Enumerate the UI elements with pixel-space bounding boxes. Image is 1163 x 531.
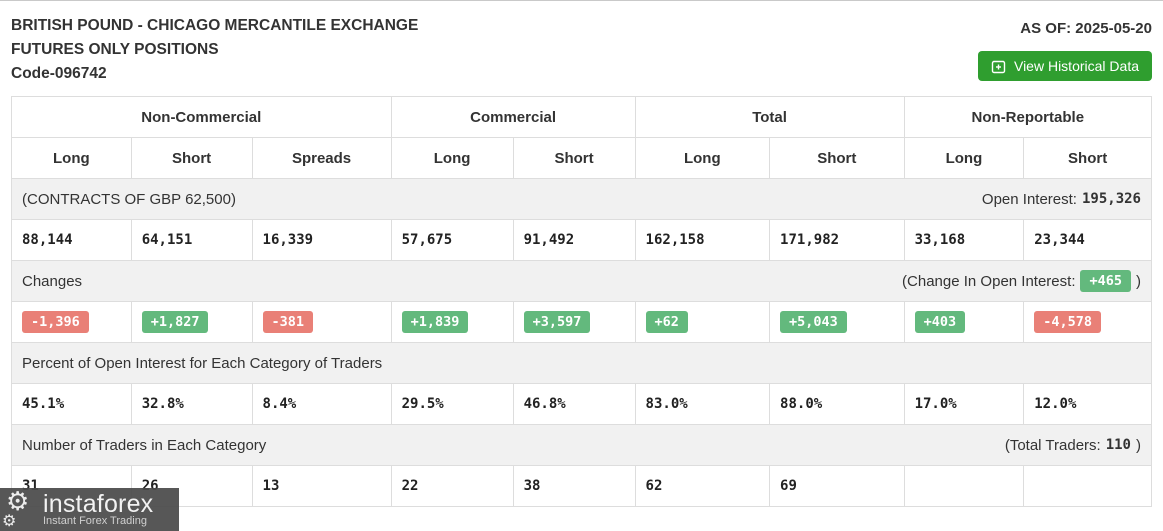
total-traders-suffix: )	[1136, 436, 1141, 454]
traders-label-row: Number of Traders in Each Category (Tota…	[11, 424, 1152, 466]
traders-t-short: 69	[769, 465, 905, 507]
position-t-long: 162,158	[634, 219, 771, 261]
report-title-block: BRITISH POUND - CHICAGO MERCANTILE EXCHA…	[11, 14, 418, 86]
traders-c-long: 22	[390, 465, 514, 507]
percent-nc-spreads: 8.4%	[251, 383, 392, 425]
position-t-short: 171,982	[769, 219, 905, 261]
traders-label: Number of Traders in Each Category	[22, 436, 267, 454]
group-header-non-commercial: Non-Commercial	[11, 96, 392, 138]
header-right: AS OF: 2025-05-20 View Historical Data	[977, 14, 1152, 81]
percent-t-short: 88.0%	[769, 383, 905, 425]
view-historical-data-label: View Historical Data	[1013, 58, 1139, 74]
page-header: BRITISH POUND - CHICAGO MERCANTILE EXCHA…	[0, 1, 1163, 96]
open-interest-label: Open Interest:	[981, 190, 1077, 208]
contracts-label: (CONTRACTS OF GBP 62,500)	[22, 190, 236, 208]
instaforex-watermark: ⚙ ⚙ instaforex Instant Forex Trading	[0, 488, 179, 531]
percent-label: Percent of Open Interest for Each Catego…	[22, 354, 383, 372]
change-nr-long: +403	[914, 311, 966, 333]
change-t-short: +5,043	[780, 311, 847, 333]
watermark-tagline: Instant Forex Trading	[43, 514, 147, 527]
change-oi-badge: +465	[1080, 270, 1131, 292]
open-interest-value: 195,326	[1081, 191, 1141, 207]
change-nc-short: +1,827	[141, 311, 209, 333]
group-header-row: Non-Commercial Commercial Total Non-Repo…	[11, 96, 1153, 138]
change-c-short: +3,597	[523, 311, 591, 333]
col-header-t-long: Long	[634, 137, 771, 179]
col-header-nr-short: Short	[1023, 137, 1152, 179]
report-code: Code-096742	[11, 65, 107, 82]
col-header-nc-short: Short	[130, 137, 253, 179]
total-traders-value: 110	[1105, 437, 1131, 453]
position-nr-short: 23,344	[1023, 219, 1152, 261]
percent-nc-short: 32.8%	[130, 383, 253, 425]
percent-nc-long: 45.1%	[11, 383, 132, 425]
changes-label: Changes	[22, 272, 83, 290]
percent-c-long: 29.5%	[390, 383, 514, 425]
traders-c-short: 38	[512, 465, 636, 507]
col-header-nc-long: Long	[11, 137, 132, 179]
position-nc-spreads: 16,339	[251, 219, 392, 261]
total-traders-label: (Total Traders:	[1004, 436, 1101, 454]
group-header-non-reportable: Non-Reportable	[903, 96, 1153, 138]
position-c-long: 57,675	[390, 219, 514, 261]
change-oi-label: (Change In Open Interest:	[902, 272, 1076, 290]
report-title-line2: FUTURES ONLY POSITIONS	[11, 41, 219, 58]
position-nc-short: 64,151	[130, 219, 253, 261]
instaforex-gear-logo-icon: ⚙ ⚙	[2, 485, 30, 530]
col-header-nc-spreads: Spreads	[251, 137, 392, 179]
group-header-commercial: Commercial	[390, 96, 636, 138]
col-header-t-short: Short	[769, 137, 905, 179]
positions-row: 88,144 64,151 16,339 57,675 91,492 162,1…	[11, 219, 1152, 261]
view-historical-data-button[interactable]: View Historical Data	[977, 51, 1152, 81]
traders-nr-short	[1023, 465, 1152, 507]
group-header-total: Total	[634, 96, 905, 138]
calendar-plus-icon	[991, 59, 1006, 74]
percent-t-long: 83.0%	[634, 383, 771, 425]
percent-c-short: 46.8%	[512, 383, 636, 425]
traders-t-long: 62	[634, 465, 771, 507]
report-title-line1: BRITISH POUND - CHICAGO MERCANTILE EXCHA…	[11, 17, 419, 34]
percent-row: 45.1% 32.8% 8.4% 29.5% 46.8% 83.0% 88.0%…	[11, 383, 1152, 425]
traders-row: 31 26 13 22 38 62 69	[11, 465, 1152, 507]
percent-nr-short: 12.0%	[1023, 383, 1152, 425]
contracts-label-row: (CONTRACTS OF GBP 62,500) Open Interest:…	[11, 178, 1152, 220]
cot-positions-table: Non-Commercial Commercial Total Non-Repo…	[11, 96, 1153, 507]
change-nc-long: -1,396	[22, 311, 89, 333]
change-nr-short: -4,578	[1034, 311, 1102, 333]
position-c-short: 91,492	[512, 219, 636, 261]
col-header-c-short: Short	[512, 137, 636, 179]
col-header-c-long: Long	[390, 137, 514, 179]
change-c-long: +1,839	[401, 311, 469, 333]
position-nr-long: 33,168	[903, 219, 1025, 261]
traders-nr-long	[903, 465, 1025, 507]
as-of-date: AS OF: 2025-05-20	[1020, 20, 1152, 37]
changes-row: -1,396 +1,827 -381 +1,839 +3,597 +62 +5,…	[11, 301, 1152, 343]
position-nc-long: 88,144	[11, 219, 132, 261]
change-nc-spreads: -381	[262, 311, 314, 333]
traders-nc-spreads: 13	[251, 465, 392, 507]
column-header-row: Long Short Spreads Long Short Long Short…	[11, 137, 1152, 179]
change-oi-suffix: )	[1136, 272, 1141, 290]
watermark-brand: instaforex	[43, 489, 154, 518]
percent-nr-long: 17.0%	[903, 383, 1025, 425]
changes-label-row: Changes (Change In Open Interest: +465 )	[11, 260, 1152, 302]
col-header-nr-long: Long	[903, 137, 1025, 179]
change-t-long: +62	[645, 311, 688, 333]
percent-label-row: Percent of Open Interest for Each Catego…	[11, 342, 1152, 384]
